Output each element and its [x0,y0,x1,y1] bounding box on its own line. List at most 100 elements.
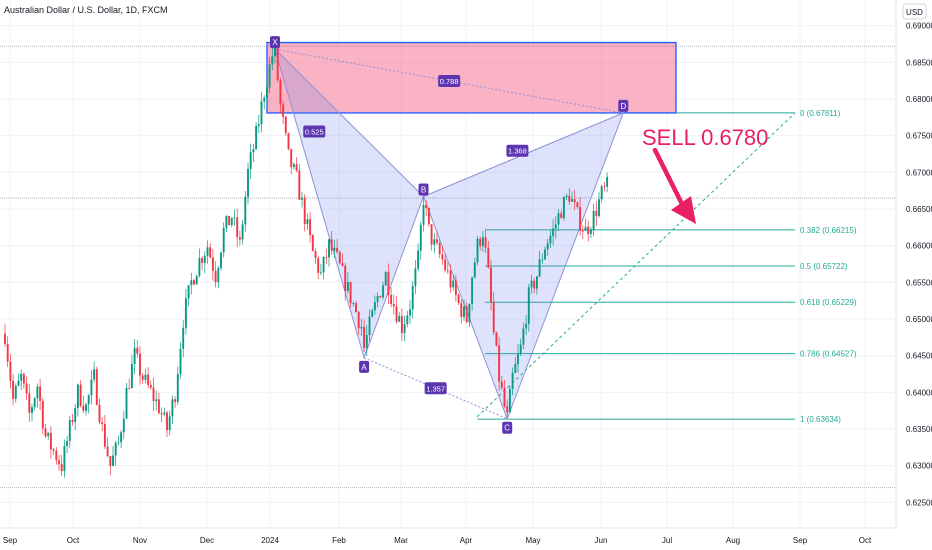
candle-body [155,399,158,402]
fib-levels: 0 (0.67811) 0.382 (0.66215) 0.5 (0.65722) 0… [476,109,857,424]
fib-level-label: 0.5 (0.65722) [800,262,848,271]
candle-body [557,213,560,225]
currency-badge[interactable]: USD [902,3,927,20]
candle-body [576,202,579,208]
candle-body [495,332,498,346]
candle-body [238,237,241,240]
candle-body [295,164,298,171]
candle-body [357,312,360,329]
candle-body [330,239,333,251]
candle-body [193,280,195,285]
candle-body [176,373,179,403]
candle-body [319,272,322,274]
candle-body [268,64,271,88]
candle-body [25,383,28,394]
x-tick-label: Apr [460,536,473,545]
candle-body [220,252,222,269]
candle-body [114,442,117,456]
candle-body [549,235,552,244]
candle-body [589,229,592,235]
candle-body [562,197,565,219]
candle-body [76,384,79,409]
candle-body [365,335,368,349]
candle-body [492,301,495,333]
candle-body [95,369,98,405]
candle-body [425,204,428,209]
candle-body [392,303,395,307]
candle-body [179,348,182,374]
candle-body [306,219,309,224]
fib-diagonal [476,112,796,418]
candle-body [163,412,166,415]
candle-body [468,304,471,323]
candle-body [460,302,463,318]
candle-body [398,316,401,322]
candle-body [457,294,460,303]
pattern-point-label: D [620,102,626,111]
candle-body [360,326,363,329]
candle-body [171,399,174,417]
candle-body [395,306,398,322]
candle-body [427,208,430,225]
candle-body [490,267,492,302]
sell-arrow [652,147,696,224]
candle-body [382,285,384,298]
candle-body [133,347,136,365]
candle-body [414,268,417,287]
candle-body [276,43,279,81]
candle-body [160,413,163,415]
candle-body [446,270,449,271]
candle-body [58,460,60,465]
x-tick-label: Sep [793,536,808,545]
candle-body [168,416,171,431]
candle-body [157,399,160,414]
horizontal-lines [0,45,896,489]
candle-body [603,186,606,188]
candle-body [419,224,422,251]
sell-zone-rect [266,41,677,114]
pattern-point-box [502,421,513,434]
candle-body [55,450,58,461]
ratio-label: 0.525 [305,128,324,137]
candle-body [554,224,557,229]
pattern-point-box [618,99,629,112]
candle-body [257,124,260,126]
candle-body [31,407,33,413]
candle-body [236,217,239,238]
candle-body [311,235,314,251]
candle-body [390,295,393,304]
candle-body [581,230,584,232]
candle-body [33,398,36,408]
candle-body [463,306,465,318]
ratio-label: 1.368 [508,147,527,156]
candle-body [500,381,503,388]
candle-body [452,280,455,288]
candle-body [355,303,357,313]
candle-body [90,379,93,396]
candle-body [20,373,23,381]
candle-body [341,263,344,266]
candle-body [14,385,17,399]
candle-body [125,387,128,419]
sell-annotation: SELL 0.6780 [642,125,768,150]
candle-body [122,418,125,433]
candle-body [6,343,9,362]
candle-body [241,224,244,240]
time-axis[interactable]: Sep Oct Nov Dec 2024 Feb Mar Apr May Jun Jul Aug Sep… [3,536,872,545]
candle-body [136,347,139,354]
candle-body [441,254,444,260]
pattern-point-box [359,360,370,373]
candle-body [201,258,204,263]
candle-body [438,243,441,255]
candle-body [166,412,168,431]
candle-body [363,326,366,349]
candle-body [198,258,201,276]
candle-body [606,177,609,187]
currency-badge-label: USD [906,8,923,17]
candle-body [535,276,538,289]
candle-body [147,374,150,385]
